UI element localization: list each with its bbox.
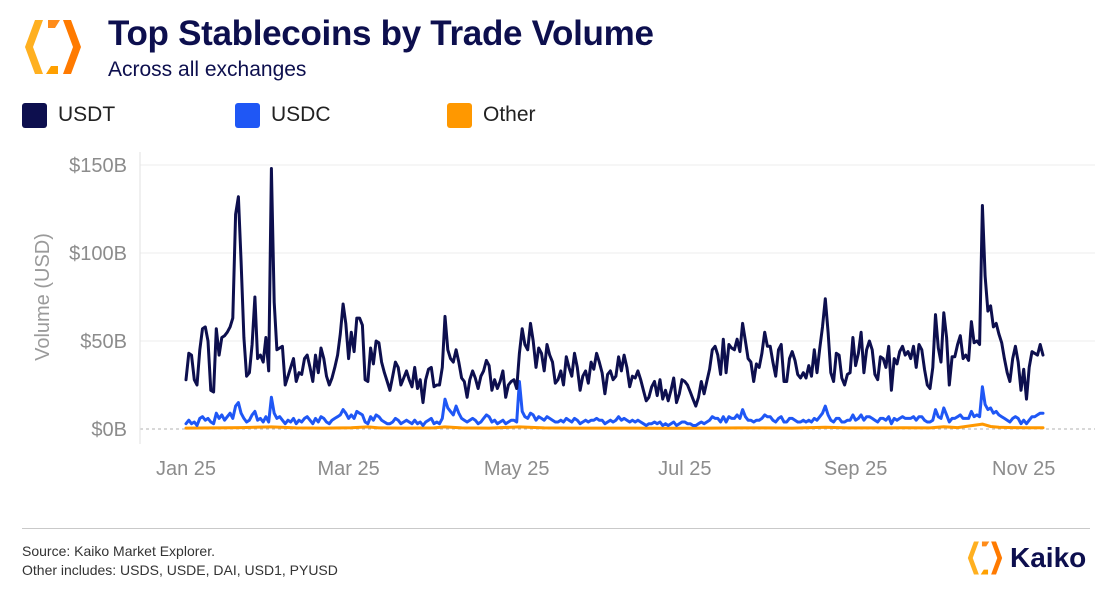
x-tick-label: Sep 25 [824,458,887,480]
series-line-usdt [184,167,1045,408]
series-layer [184,167,1045,430]
brand-wordmark: Kaiko [1010,542,1087,573]
axis-layer: $0B $50B $100B $150B Jan 25 Mar 25 May 25 Jul 2… [32,155,1055,480]
legend-swatch-other [447,102,472,128]
legend-swatch-usdc [235,102,260,128]
brand-mark: Kaiko [966,539,1086,577]
series-line-other [184,422,1045,430]
grid-layer [139,152,1095,444]
footer-divider [22,528,1090,529]
legend-label-usdc: USDC [271,103,331,126]
series-line-usdc [184,380,1045,427]
kaiko-brand-icon [967,541,1003,575]
legend-label-usdt: USDT [58,103,116,126]
y-tick-label: $150B [69,155,127,177]
x-tick-label: Jul 25 [658,458,711,480]
y-axis-title: Volume (USD) [32,233,54,361]
line-chart: $0B $50B $100B $150B Jan 25 Mar 25 May 25 Jul 2… [32,152,1095,480]
legend-item-usdc: USDC [235,101,331,129]
y-tick-label: $100B [69,243,127,265]
legend-label-other: Other [483,103,536,126]
y-tick-label: $50B [80,331,127,353]
legend-swatch-usdt [22,102,47,128]
x-tick-label: Mar 25 [317,458,379,480]
chart-title: Top Stablecoins by Trade Volume [108,14,654,53]
y-tick-label: $0B [91,419,127,441]
x-tick-label: Jan 25 [156,458,216,480]
chart-subtitle: Across all exchanges [108,58,307,81]
x-tick-label: Nov 25 [992,458,1055,480]
other-includes-note: Other includes: USDS, USDE, DAI, USD1, P… [22,562,338,578]
legend-item-usdt: USDT [22,101,115,129]
source-note: Source: Kaiko Market Explorer. [22,543,215,559]
legend-item-other: Other [447,101,536,129]
x-tick-label: May 25 [484,458,550,480]
kaiko-logo-icon [25,20,81,74]
